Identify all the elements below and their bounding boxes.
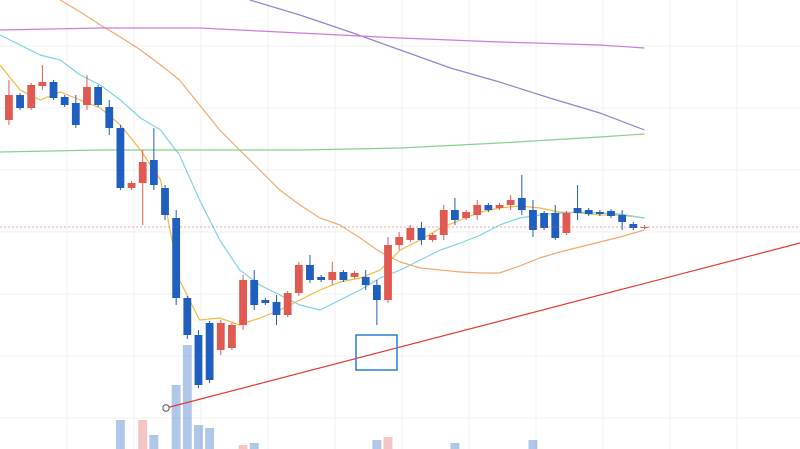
volume-bar	[372, 440, 382, 449]
candle-body	[183, 298, 192, 335]
candle-body	[384, 245, 392, 300]
volume-bar	[182, 345, 192, 449]
volume-bar	[171, 385, 181, 449]
candle-body	[49, 82, 58, 98]
candle-body	[428, 235, 437, 240]
candle-body	[71, 103, 80, 125]
trend-anchor[interactable]	[162, 404, 170, 412]
candle-body	[205, 323, 214, 380]
volume-bar	[450, 443, 460, 449]
ma-line	[59, 0, 645, 274]
candle-body	[406, 228, 415, 240]
candle-body	[16, 95, 24, 108]
candle-body	[339, 272, 348, 280]
candle-body	[261, 300, 270, 303]
candle-body	[328, 272, 337, 280]
volume-bar	[194, 425, 203, 449]
candle-body	[562, 213, 571, 233]
candle-body	[149, 160, 158, 185]
candle-body	[618, 215, 627, 222]
candle-body	[629, 224, 638, 228]
candle-body	[595, 212, 604, 214]
volume-layer	[115, 345, 538, 449]
candle-body	[462, 212, 470, 218]
candle-body	[372, 285, 381, 300]
candle-body	[283, 293, 292, 315]
ma-line	[249, 0, 645, 131]
volume-bar	[138, 420, 148, 449]
ma-layer	[0, 0, 645, 326]
candle-body	[607, 211, 615, 216]
candle-body	[239, 280, 247, 325]
candle-body	[5, 95, 13, 120]
candle-layer	[5, 65, 649, 388]
candle-body	[83, 87, 91, 105]
candle-body	[529, 210, 537, 230]
candle-body	[38, 82, 47, 86]
volume-bar	[528, 440, 538, 449]
candle-body	[317, 277, 326, 280]
ma-line	[0, 133, 645, 153]
candle-body	[495, 205, 504, 208]
candle-body	[506, 200, 515, 205]
candle-body	[27, 85, 36, 108]
candle-body	[540, 213, 549, 228]
ma-line	[0, 34, 645, 311]
candle-body	[584, 210, 593, 214]
candle-body	[94, 87, 103, 105]
candle-body	[640, 227, 649, 228]
volume-bar	[238, 445, 248, 449]
trend-line[interactable]	[165, 242, 800, 409]
candle-body	[127, 183, 136, 188]
candle-body	[60, 97, 69, 105]
volume-bar	[383, 437, 393, 449]
candle-body	[350, 273, 359, 277]
candle-body	[194, 335, 203, 385]
candle-body	[439, 210, 448, 235]
candle-body	[451, 210, 459, 220]
volume-bar	[205, 428, 215, 449]
highlight-box[interactable]	[355, 334, 398, 371]
candle-body	[361, 277, 370, 285]
ma-line	[0, 27, 645, 49]
candle-body	[294, 265, 303, 293]
candle-body	[484, 205, 493, 210]
candle-body	[395, 237, 404, 245]
candle-body	[272, 302, 281, 315]
candle-body	[105, 107, 114, 128]
candle-body	[161, 188, 169, 215]
volume-bar	[149, 435, 159, 449]
candle-body	[250, 280, 259, 305]
candle-body	[573, 208, 582, 213]
candle-body	[172, 218, 181, 298]
volume-bar	[249, 443, 259, 449]
candle-body	[138, 162, 147, 183]
candle-body	[116, 128, 125, 188]
candle-body	[417, 228, 426, 240]
candle-body	[517, 198, 526, 210]
candle-body	[228, 325, 236, 348]
candle-body	[473, 205, 482, 215]
candle-body	[551, 213, 560, 238]
candle-body	[306, 265, 314, 280]
volume-bar	[115, 420, 125, 449]
candle-body	[216, 323, 225, 350]
